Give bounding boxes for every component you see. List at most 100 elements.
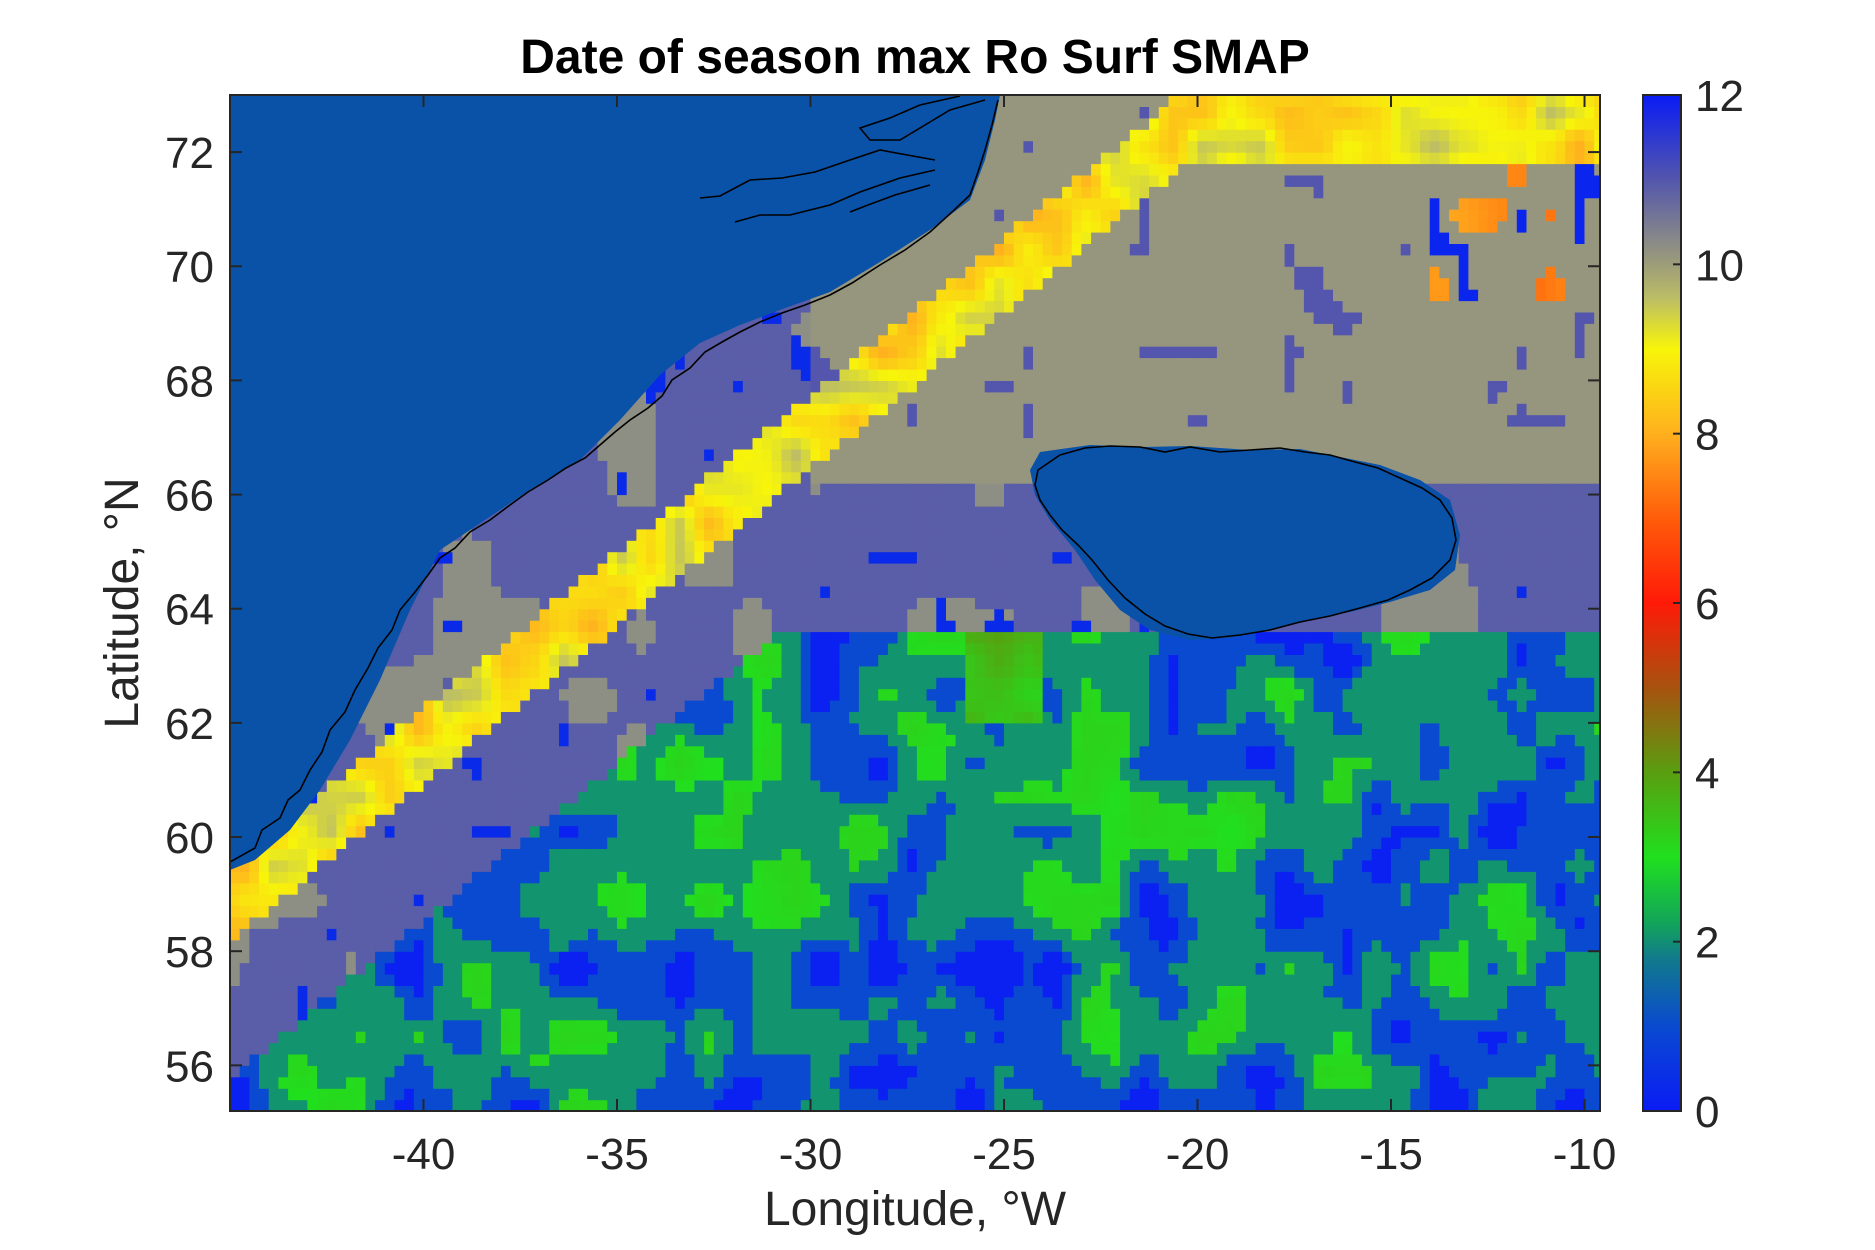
heatmap-cell: [462, 791, 473, 804]
heatmap-cell: [626, 551, 637, 564]
heatmap-cell: [568, 814, 579, 827]
heatmap-cell: [568, 939, 579, 952]
heatmap-cell: [452, 1031, 463, 1044]
heatmap-cell: [655, 722, 666, 735]
heatmap-cell: [771, 996, 783, 1009]
heatmap-cell: [694, 483, 705, 496]
heatmap-cell: [733, 882, 744, 895]
heatmap-cell: [413, 985, 425, 998]
heatmap-cell: [471, 1076, 483, 1089]
heatmap-cell: [288, 1088, 299, 1101]
heatmap-cell: [375, 745, 386, 758]
heatmap-cell: [742, 722, 754, 735]
heatmap-cell: [471, 916, 483, 929]
heatmap-cell: [471, 837, 483, 849]
heatmap-cell: [404, 1008, 415, 1021]
heatmap-cell: [752, 1031, 763, 1044]
heatmap-cell: [742, 643, 754, 655]
heatmap-cell: [694, 859, 705, 872]
heatmap-cell: [694, 962, 705, 975]
heatmap-cell: [655, 974, 666, 986]
heatmap-cell: [471, 882, 483, 895]
heatmap-cell: [675, 483, 686, 496]
heatmap-cell: [646, 391, 657, 404]
heatmap-cell: [394, 643, 405, 655]
heatmap-cell: [675, 859, 686, 872]
heatmap-cell: [762, 528, 773, 541]
heatmap-cell: [404, 677, 415, 690]
heatmap-cell: [684, 962, 695, 975]
heatmap-cell: [529, 643, 541, 655]
heatmap-cell: [355, 814, 367, 827]
heatmap-cell: [259, 974, 270, 986]
heatmap-cell: [452, 894, 463, 907]
heatmap-cell: [733, 563, 744, 575]
heatmap-cell: [375, 1053, 386, 1066]
heatmap-cell: [742, 791, 754, 804]
heatmap-cell: [694, 403, 705, 416]
heatmap-cell: [549, 1008, 560, 1021]
heatmap-cell: [694, 779, 705, 792]
heatmap-cell: [559, 597, 570, 610]
heatmap-cell: [520, 916, 531, 929]
heatmap-cell: [752, 1019, 763, 1032]
heatmap-cell: [375, 928, 386, 941]
heatmap-cell: [471, 1065, 483, 1078]
heatmap-cell: [549, 494, 560, 507]
heatmap-cell: [442, 700, 454, 712]
heatmap-cell: [404, 1019, 415, 1032]
heatmap-cell: [723, 700, 734, 712]
heatmap-cell: [607, 894, 618, 907]
heatmap-cell: [529, 665, 541, 678]
heatmap-cell: [646, 711, 657, 724]
heatmap-cell: [713, 859, 725, 872]
heatmap-cell: [568, 905, 579, 918]
heatmap-cell: [326, 791, 338, 804]
heatmap-cell: [491, 939, 502, 952]
heatmap-cell: [249, 939, 260, 952]
heatmap-cell: [529, 551, 541, 564]
heatmap-cell: [520, 677, 531, 690]
heatmap-cell: [481, 677, 492, 690]
heatmap-cell: [491, 1088, 502, 1101]
heatmap-cell: [326, 848, 338, 861]
heatmap-cell: [762, 802, 773, 815]
heatmap-cell: [500, 882, 512, 895]
heatmap-cell: [442, 802, 454, 815]
heatmap-cell: [549, 825, 560, 838]
heatmap-cell: [723, 585, 734, 598]
heatmap-cell: [665, 1042, 676, 1055]
heatmap-cell: [365, 1053, 376, 1066]
heatmap-cell: [646, 768, 657, 781]
heatmap-cell: [462, 962, 473, 975]
heatmap-cell: [510, 722, 521, 735]
heatmap-cell: [607, 471, 618, 484]
heatmap-cell: [588, 448, 599, 461]
heatmap-cell: [665, 905, 676, 918]
heatmap-cell: [239, 1031, 250, 1044]
heatmap-cell: [636, 768, 647, 781]
heatmap-cell: [713, 802, 725, 815]
heatmap-cell: [346, 814, 357, 827]
heatmap-cell: [742, 528, 754, 541]
heatmap-cell: [646, 574, 657, 587]
heatmap-cell: [646, 802, 657, 815]
heatmap-cell: [520, 962, 531, 975]
heatmap-cell: [675, 871, 686, 884]
heatmap-cell: [578, 939, 589, 952]
heatmap-cell: [529, 962, 541, 975]
heatmap-cell: [655, 608, 666, 621]
heatmap-cell: [675, 620, 686, 633]
heatmap-cell: [568, 585, 579, 598]
heatmap-cell: [655, 643, 666, 655]
heatmap-cell: [684, 654, 695, 667]
heatmap-cell: [704, 859, 715, 872]
heatmap-cell: [617, 426, 628, 439]
heatmap-cell: [481, 791, 492, 804]
heatmap-cell: [423, 779, 434, 792]
heatmap-cell: [375, 1076, 386, 1089]
heatmap-cell: [365, 1099, 376, 1111]
plot-area: [230, 95, 1600, 1111]
heatmap-cell: [559, 1019, 570, 1032]
heatmap-cell: [742, 665, 754, 678]
